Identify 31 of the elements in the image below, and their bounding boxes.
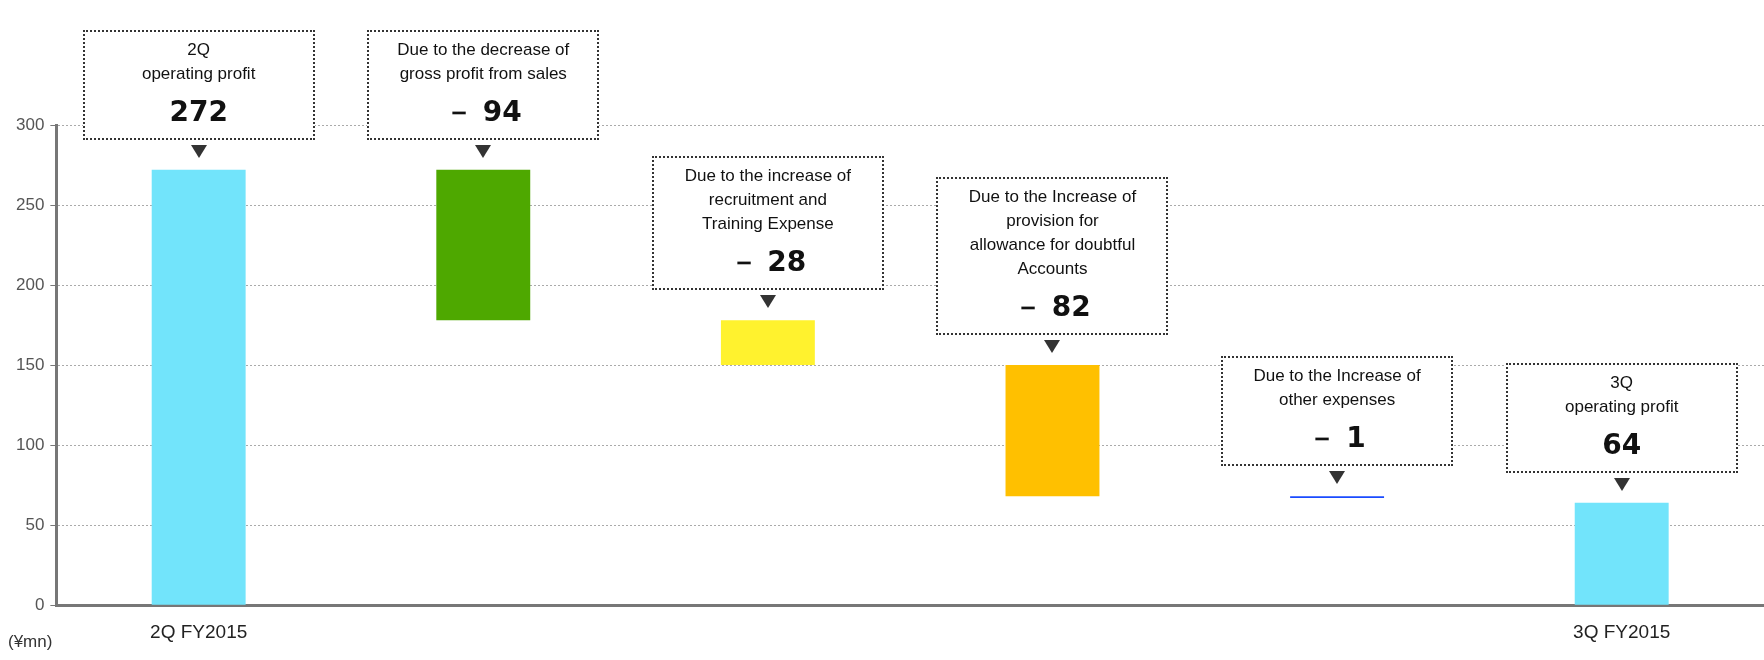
annotation: Due to the Increase of provision for allowance for doubtful Accounts xyxy=(967,186,1138,281)
callout-box: 3Q operating profit 64 xyxy=(1505,362,1738,473)
x-tick-label: 2Q FY2015 xyxy=(150,620,248,642)
y-tick-label: 200 xyxy=(15,274,45,294)
data-label: － 1 xyxy=(1307,420,1367,457)
data-label: 272 xyxy=(168,93,229,130)
callout-box: Due to the Increase of provision for allowance for doubtful Accounts － 82 xyxy=(936,177,1169,336)
data-label: － 82 xyxy=(1013,289,1092,326)
bar xyxy=(720,320,815,366)
bar xyxy=(1574,502,1669,605)
annotation: Due to the Increase of other expenses xyxy=(1252,365,1422,412)
callout-box: Due to the Increase of other expenses － 1 xyxy=(1221,356,1454,467)
x-tick-label: 3Q FY2015 xyxy=(1573,620,1671,642)
callout-box: 2Q operating profit 272 xyxy=(82,29,315,140)
y-tick-label: 300 xyxy=(15,114,45,134)
data-label: 64 xyxy=(1601,426,1643,463)
bar xyxy=(1005,365,1100,497)
bar xyxy=(436,169,531,321)
y-axis-title: (¥mn) xyxy=(8,632,53,652)
annotation: Due to the increase of recruitment and Training Expense xyxy=(683,165,853,236)
y-tick-label: 0 xyxy=(34,594,45,614)
data-label: － 28 xyxy=(728,244,808,281)
bar xyxy=(151,169,246,605)
y-tick-label: 50 xyxy=(25,514,45,534)
y-tick-label: 100 xyxy=(15,434,45,454)
data-label: － 94 xyxy=(443,93,523,130)
callout-box: Due to the decrease of gross profit from sales － 94 xyxy=(367,29,600,140)
y-tick-label: 150 xyxy=(15,354,45,374)
callout-box: Due to the increase of recruitment and Training Expense － 28 xyxy=(651,156,884,291)
y-tick-label: 250 xyxy=(15,194,45,214)
annotation: 3Q operating profit xyxy=(1564,371,1680,418)
